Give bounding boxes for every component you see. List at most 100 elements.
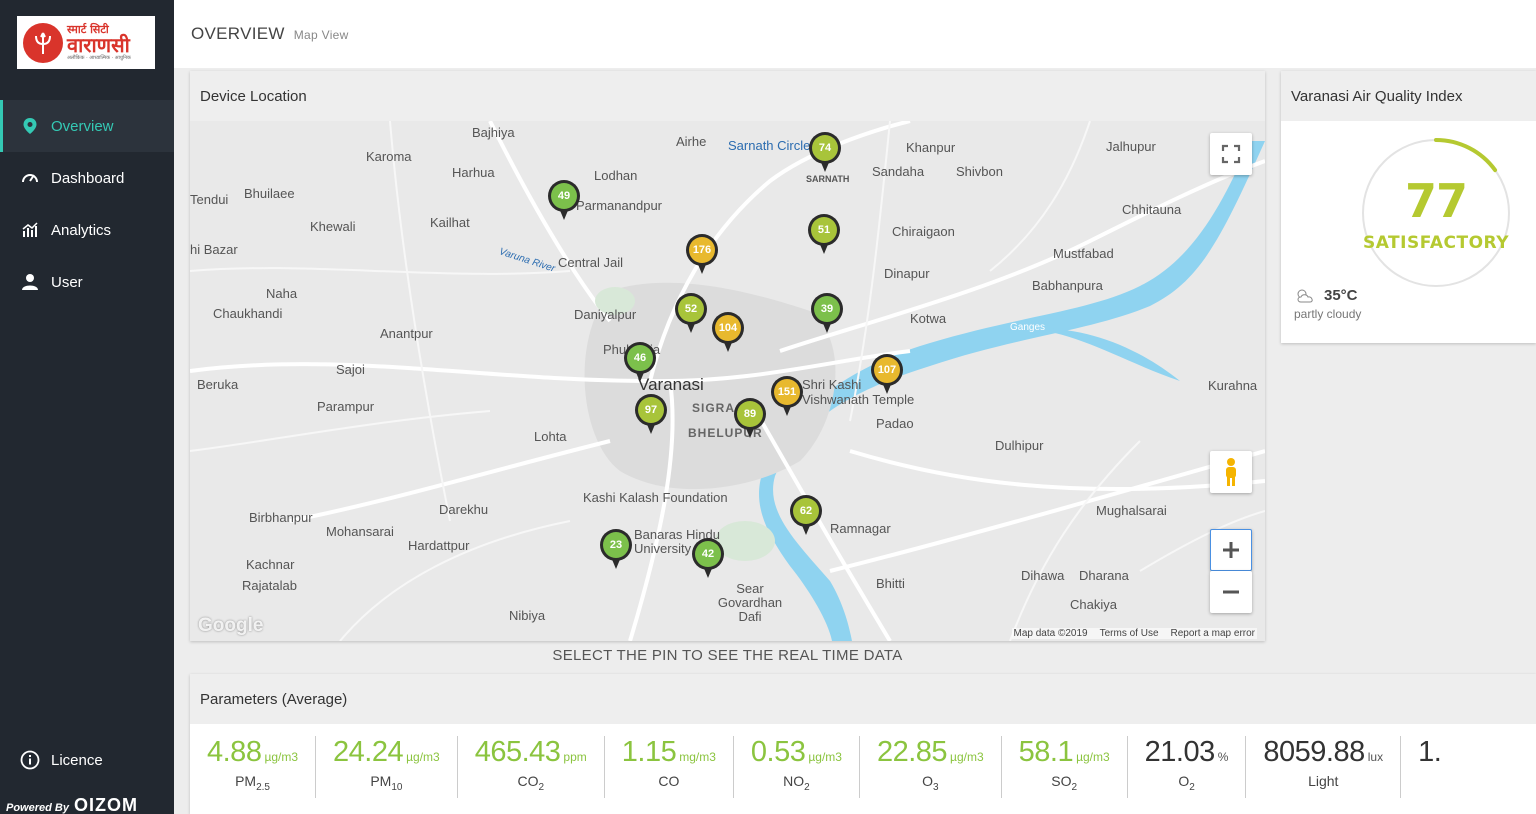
sidebar-item-analytics[interactable]: Analytics [0,204,174,256]
map-label: Naha [266,286,298,301]
device-location-card: Device Location [190,71,1265,641]
zoom-out-button[interactable] [1210,571,1252,613]
card-title: Varanasi Air Quality Index [1281,71,1536,121]
parameter-name: Light [1308,773,1338,789]
map-label: Shri Kashi Vishwanath Temple [802,377,915,407]
licence-link[interactable]: Licence [0,742,174,778]
parameters-card: Parameters (Average) 4.88 µg/m3 PM2.5 24.24… [190,674,1536,814]
device-pin[interactable]: 42 [692,538,724,580]
device-pin[interactable]: 107 [871,354,903,396]
device-pin[interactable]: 46 [624,342,656,384]
map-label: Kashi Kalash Foundation [583,490,728,505]
map-label: SARNATH [806,174,850,184]
location-pin-icon [20,116,40,136]
card-title: Device Location [190,71,1265,121]
parameter-unit: ppm [563,750,587,764]
page-title: OVERVIEW Map View [191,24,349,44]
fullscreen-button[interactable] [1210,133,1252,175]
parameter-unit: µg/m3 [264,750,299,764]
map-label: Dinapur [884,266,930,281]
chart-icon [20,220,40,240]
map-label: Sajoi [336,362,365,377]
powered-by-text: Powered By [6,802,69,814]
map-label: Tendui [190,192,229,207]
report-error-link[interactable]: Report a map error [1170,628,1255,639]
device-pin[interactable]: 49 [548,180,580,222]
map-label: Birbhanpur [249,510,313,525]
pin-aqi-value: 62 [793,498,819,524]
parameter-item: 1. [1401,736,1458,798]
device-pin[interactable]: 104 [712,312,744,354]
device-pin[interactable]: 62 [790,495,822,537]
map-label: Mustfabad [1053,246,1114,261]
map-label: Harhua [452,165,495,180]
zoom-in-button[interactable] [1210,529,1252,571]
device-pin[interactable]: 23 [600,529,632,571]
sidebar-item-label: Dashboard [51,169,125,187]
parameter-item: 465.43 ppm CO2 [458,736,605,798]
map-label: Jalhupur [1106,139,1156,154]
map-label: Dharana [1079,568,1129,583]
parameter-name-text: PM [370,773,392,789]
parameter-unit: µg/m3 [808,750,842,764]
user-icon [20,272,40,292]
device-pin[interactable]: 74 [809,132,841,174]
map-label: Sear Govardhan Dafi [717,581,783,624]
device-pin[interactable]: 151 [771,376,803,418]
street-view-button[interactable] [1210,451,1252,493]
map-label: BHELUPUR [688,426,763,440]
pin-aqi-value: 23 [603,532,629,558]
sidebar-item-dashboard[interactable]: Dashboard [0,152,174,204]
device-map[interactable]: Bajhiya Airhe Sarnath Circle Khanpur Jal… [190,121,1265,641]
aqi-gauge [1362,138,1510,287]
map-label: Chaukhandi [213,306,283,321]
device-pin[interactable]: 52 [675,293,707,335]
device-pin[interactable]: 39 [811,293,843,335]
parameter-name-text: O [1178,773,1190,789]
map-data-text: Map data ©2019 [1013,628,1088,639]
parameter-name-text: O [922,773,933,789]
parameter-value: 4.88 [207,736,262,768]
sidebar-nav: Overview Dashboard Analytics User [0,100,174,308]
sidebar: स्मार्ट सिटी वाराणसी अलौकिक · आध्यात्मिक… [0,0,174,814]
parameter-item: 4.88 µg/m3 PM2.5 [190,736,317,798]
sidebar-item-overview[interactable]: Overview [0,100,174,152]
logo-main-text: वाराणसी [67,33,130,57]
pegman-icon [1226,458,1236,486]
map-label: Khanpur [906,140,956,155]
aqi-body: 77 SATISFACTORY 35°C partly cloudy [1281,121,1536,343]
powered-by-oizom: Powered By OIZOM [6,795,138,814]
parameter-name-text: PM [235,773,257,789]
parameter-value: 24.24 [333,736,404,768]
parameter-name-text: Light [1308,773,1339,789]
parameter-value: 465.43 [474,736,561,768]
trishul-emblem-icon [23,22,63,63]
map-label: Bhuilaee [244,186,295,201]
parameter-value: 21.03 [1144,736,1216,768]
map-label: Chiraigaon [892,224,955,239]
map-label: Darekhu [439,502,489,517]
map-label: Hardattpur [408,538,470,553]
map-label: Khewali [310,219,356,234]
parameter-name-text: NO [783,773,805,789]
map-attribution: Map data ©2019 Terms of Use Report a map… [1011,628,1257,639]
parameter-subscript: 2 [804,781,810,793]
weather-description: partly cloudy [1294,307,1362,321]
aqi-value: 77 [1404,174,1468,228]
map-label: Rajatalab [242,578,297,593]
smart-city-varanasi-logo[interactable]: स्मार्ट सिटी वाराणसी अलौकिक · आध्यात्मिक… [17,16,155,69]
map-label: Nibiya [509,608,546,623]
device-pin[interactable]: 176 [686,234,718,276]
parameter-unit: µg/m3 [406,750,440,764]
map-label: Dihawa [1021,568,1065,583]
parameter-name: PM2.5 [235,773,270,793]
device-pin[interactable]: 51 [808,214,840,256]
parameter-name: O2 [1178,773,1194,793]
device-pin[interactable]: 89 [734,398,766,440]
map-label: Ramnagar [830,521,891,536]
sidebar-item-user[interactable]: User [0,256,174,308]
map-label: hi Bazar [190,242,238,257]
map-base-layer [190,121,1265,641]
terms-of-use-link[interactable]: Terms of Use [1099,628,1159,639]
device-pin[interactable]: 97 [635,394,667,436]
